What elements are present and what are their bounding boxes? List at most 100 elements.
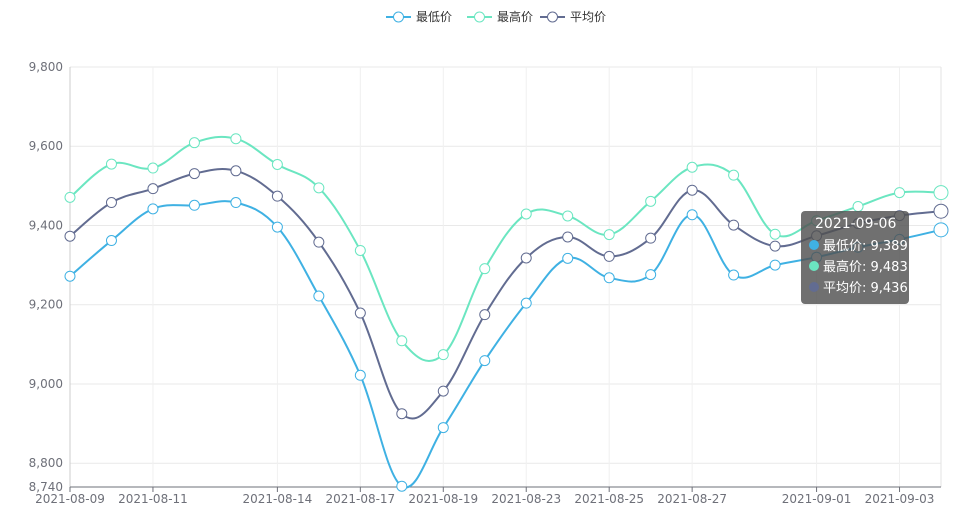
data-point[interactable] (147, 203, 159, 215)
data-point[interactable] (188, 137, 200, 149)
data-point[interactable] (645, 195, 657, 207)
data-point[interactable] (396, 480, 408, 492)
data-point[interactable] (271, 190, 283, 202)
data-point[interactable] (520, 252, 532, 264)
y-tick-label: 9,600 (29, 139, 63, 153)
data-point[interactable] (686, 184, 698, 196)
data-point[interactable] (64, 270, 76, 282)
data-point[interactable] (933, 222, 949, 238)
data-point[interactable] (769, 228, 781, 240)
legend-label: 最高价 (497, 9, 533, 24)
data-point[interactable] (105, 158, 117, 170)
tooltip-row-high: 最高价: 9,483 (809, 255, 908, 276)
legend[interactable]: 最低价 最高价 平均价 (386, 9, 606, 24)
data-point[interactable] (933, 185, 949, 201)
y-tick-label: 8,800 (29, 456, 63, 470)
data-point[interactable] (64, 230, 76, 242)
data-point[interactable] (354, 307, 366, 319)
x-tick-label: 2021-08-11 (118, 492, 188, 506)
data-point[interactable] (396, 335, 408, 347)
legend-marker (547, 11, 558, 23)
tooltip-dot-low (809, 239, 819, 250)
tooltip-row-avg: 平均价: 9,436 (809, 276, 908, 297)
tooltip-label-avg: 平均价: 9,436 (823, 281, 908, 296)
tooltip-label-high: 最高价: 9,483 (823, 260, 908, 275)
data-point[interactable] (769, 259, 781, 271)
data-point[interactable] (437, 385, 449, 397)
x-tick-label: 2021-08-25 (574, 492, 644, 506)
series-line (69, 135, 942, 362)
data-point[interactable] (562, 210, 574, 222)
x-tick-label: 2021-09-03 (865, 492, 935, 506)
data-point[interactable] (645, 232, 657, 244)
y-tick-label: 9,000 (29, 377, 63, 391)
data-point[interactable] (271, 158, 283, 170)
data-point[interactable] (188, 199, 200, 211)
data-point[interactable] (354, 244, 366, 256)
data-point[interactable] (603, 229, 615, 241)
series-line (69, 200, 942, 489)
data-point[interactable] (479, 309, 491, 321)
tooltip-row-low: 最低价: 9,389 (809, 234, 908, 255)
data-point[interactable] (520, 208, 532, 220)
data-point[interactable] (313, 182, 325, 194)
x-tick-label: 2021-08-27 (657, 492, 727, 506)
data-point[interactable] (313, 236, 325, 248)
series-line (69, 168, 942, 420)
data-point[interactable] (894, 187, 906, 199)
legend-label: 最低价 (416, 10, 452, 24)
data-point[interactable] (147, 183, 159, 195)
series (64, 133, 949, 492)
data-point[interactable] (230, 197, 242, 209)
y-tick-label: 8,740 (29, 480, 63, 494)
legend-marker (474, 11, 485, 23)
data-point[interactable] (105, 197, 117, 209)
data-point[interactable] (271, 221, 283, 233)
x-tick-label: 2021-08-09 (35, 492, 105, 506)
axes: 8,740 8,800 9,000 9,200 9,400 9,600 9,800 2021-… (29, 60, 942, 506)
data-point[interactable] (396, 408, 408, 420)
data-point[interactable] (64, 191, 76, 203)
data-point[interactable] (686, 209, 698, 221)
x-tick-label: 2021-08-19 (408, 492, 478, 506)
data-point[interactable] (728, 219, 740, 231)
data-point[interactable] (603, 250, 615, 262)
x-tick-label: 2021-09-01 (782, 492, 852, 506)
data-point[interactable] (230, 165, 242, 177)
y-tick-label: 9,200 (29, 298, 63, 312)
data-point[interactable] (562, 252, 574, 264)
legend-item[interactable]: 最低价 (386, 10, 452, 24)
data-point[interactable] (686, 161, 698, 173)
legend-label: 平均价 (570, 10, 606, 24)
data-point[interactable] (147, 162, 159, 174)
data-point[interactable] (769, 240, 781, 252)
legend-marker (393, 11, 404, 23)
data-point[interactable] (603, 272, 615, 284)
data-point[interactable] (728, 269, 740, 281)
x-tick-label: 2021-08-17 (325, 492, 395, 506)
x-tick-label: 2021-08-23 (491, 492, 561, 506)
tooltip-label-low: 最低价: 9,389 (823, 239, 908, 254)
data-point[interactable] (105, 235, 117, 247)
data-point[interactable] (933, 203, 949, 219)
data-point[interactable] (437, 349, 449, 361)
tooltip: 2021-09-06 最低价: 9,389 最高价: 9,483 平均价: 9,… (801, 211, 909, 304)
data-point[interactable] (520, 297, 532, 309)
tooltip-title: 2021-09-06 (815, 216, 897, 232)
x-tick-label: 2021-08-14 (243, 492, 313, 506)
data-point[interactable] (479, 263, 491, 275)
data-point[interactable] (188, 168, 200, 180)
data-point[interactable] (562, 231, 574, 243)
tooltip-dot-avg (809, 281, 819, 292)
data-point[interactable] (852, 200, 864, 212)
data-point[interactable] (645, 269, 657, 281)
data-point[interactable] (313, 290, 325, 302)
y-tick-label: 9,400 (29, 218, 63, 232)
data-point[interactable] (728, 169, 740, 181)
data-point[interactable] (354, 369, 366, 381)
legend-item[interactable]: 平均价 (540, 10, 606, 24)
data-point[interactable] (479, 355, 491, 367)
data-point[interactable] (437, 422, 449, 434)
data-point[interactable] (230, 133, 242, 145)
legend-item[interactable]: 最高价 (467, 9, 533, 24)
